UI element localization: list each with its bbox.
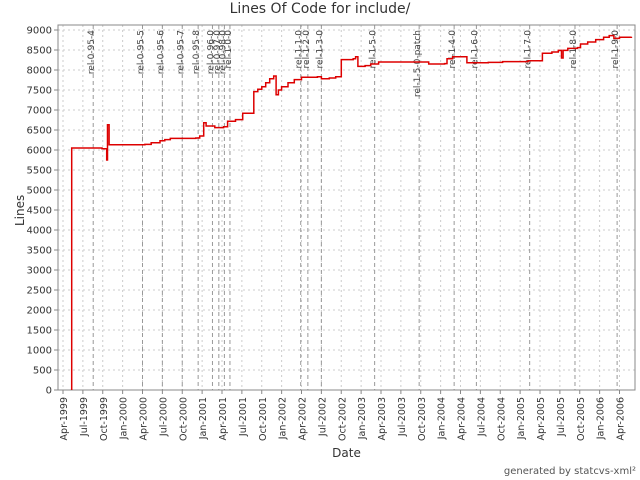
y-tick-label: 6500: [27, 126, 52, 137]
y-tick-label: 7000: [27, 106, 52, 117]
release-tag-label: rel-1-7-0: [524, 30, 534, 69]
x-tick-label: Apr-2002: [298, 397, 309, 440]
x-tick-label: Apr-2001: [218, 397, 229, 440]
release-tag-label: rel-0-97-0: [213, 30, 223, 74]
x-tick-label: Oct-2004: [496, 397, 507, 441]
x-tick-label: Oct-2002: [337, 397, 348, 441]
y-tick-label: 4000: [27, 226, 52, 237]
x-tick-label: Oct-2001: [258, 397, 269, 441]
x-tick-label: Apr-2000: [139, 397, 150, 440]
y-tick-label: 6000: [27, 146, 52, 157]
y-tick-label: 1000: [27, 346, 52, 357]
loc-series-line: [70, 34, 633, 390]
x-tick-label: Jul-2004: [476, 397, 487, 437]
y-tick-label: 9000: [27, 26, 52, 37]
y-tick-label: 2500: [27, 286, 52, 297]
x-tick-label: Jul-2005: [556, 397, 567, 437]
release-tag-label: rel-1-0-0: [224, 30, 234, 69]
y-tick-label: 0: [46, 386, 52, 397]
release-tag-label: rel-1-2-0: [302, 30, 312, 69]
release-tag-label: rel-0-95-7: [176, 30, 186, 74]
x-tick-label: Jul-2002: [317, 397, 328, 437]
y-tick-label: 8000: [27, 66, 52, 77]
release-tag-label: rel-0-95-5: [137, 30, 147, 74]
footer-credit: generated by statcvs-xml²: [503, 466, 636, 477]
release-tag-label: rel-1-1-0: [295, 30, 305, 69]
release-tag-label: rel-0-95-8: [192, 30, 202, 74]
x-tick-label: Jan-2004: [437, 397, 448, 440]
y-tick-label: 3000: [27, 266, 52, 277]
x-axis-title: Date: [332, 446, 361, 460]
release-tag-label: rel-0-95-6: [156, 30, 166, 74]
x-tick-label: Apr-2005: [536, 397, 547, 440]
x-tick-label: Apr-2006: [616, 397, 627, 440]
x-tick-label: Jan-2001: [198, 397, 209, 440]
x-tick-label: Oct-2005: [576, 397, 587, 441]
x-tick-label: Jan-2000: [119, 397, 130, 440]
x-tick-label: Jul-2001: [238, 397, 249, 437]
y-tick-label: 1500: [27, 326, 52, 337]
y-tick-label: 8500: [27, 46, 52, 57]
release-tag-label: rel-1-5-0-patch: [413, 30, 423, 97]
chart-title: Lines Of Code for include/: [229, 1, 411, 17]
x-tick-label: Oct-1999: [99, 397, 110, 441]
x-tick-label: Oct-2000: [178, 397, 189, 441]
release-tag-label: rel-0-98-0: [218, 30, 228, 74]
release-tag-label: rel-1-6-0: [470, 30, 480, 69]
x-tick-label: Apr-2004: [457, 397, 468, 440]
release-tag-label: rel-0-95-4: [87, 30, 97, 74]
y-tick-label: 3500: [27, 246, 52, 257]
y-tick-label: 2000: [27, 306, 52, 317]
x-tick-label: Jan-2005: [516, 397, 527, 440]
x-tick-label: Jan-2003: [357, 397, 368, 440]
x-tick-label: Jul-2003: [397, 397, 408, 437]
plot-border: [57, 24, 636, 391]
release-tag-label: rel-1-9-0: [611, 30, 621, 69]
y-tick-label: 7500: [27, 86, 52, 97]
release-tag-label: rel-1-3-0: [315, 30, 325, 69]
y-tick-label: 4500: [27, 206, 52, 217]
x-tick-label: Jul-1999: [79, 397, 90, 437]
x-tick-label: Apr-1999: [59, 397, 70, 440]
release-tag-label: rel-1-5-0: [369, 30, 379, 69]
release-tag-label: rel-1-4-0: [448, 30, 458, 69]
x-tick-label: Jan-2006: [596, 397, 607, 440]
x-tick-label: Oct-2003: [417, 397, 428, 441]
y-tick-label: 5000: [27, 186, 52, 197]
x-tick-label: Jan-2002: [278, 397, 289, 440]
x-tick-label: Apr-2003: [377, 397, 388, 440]
x-tick-label: Jul-2000: [158, 397, 169, 437]
y-tick-label: 500: [33, 366, 52, 377]
y-tick-label: 5500: [27, 166, 52, 177]
release-tag-label: rel-0-96-0: [206, 30, 216, 74]
